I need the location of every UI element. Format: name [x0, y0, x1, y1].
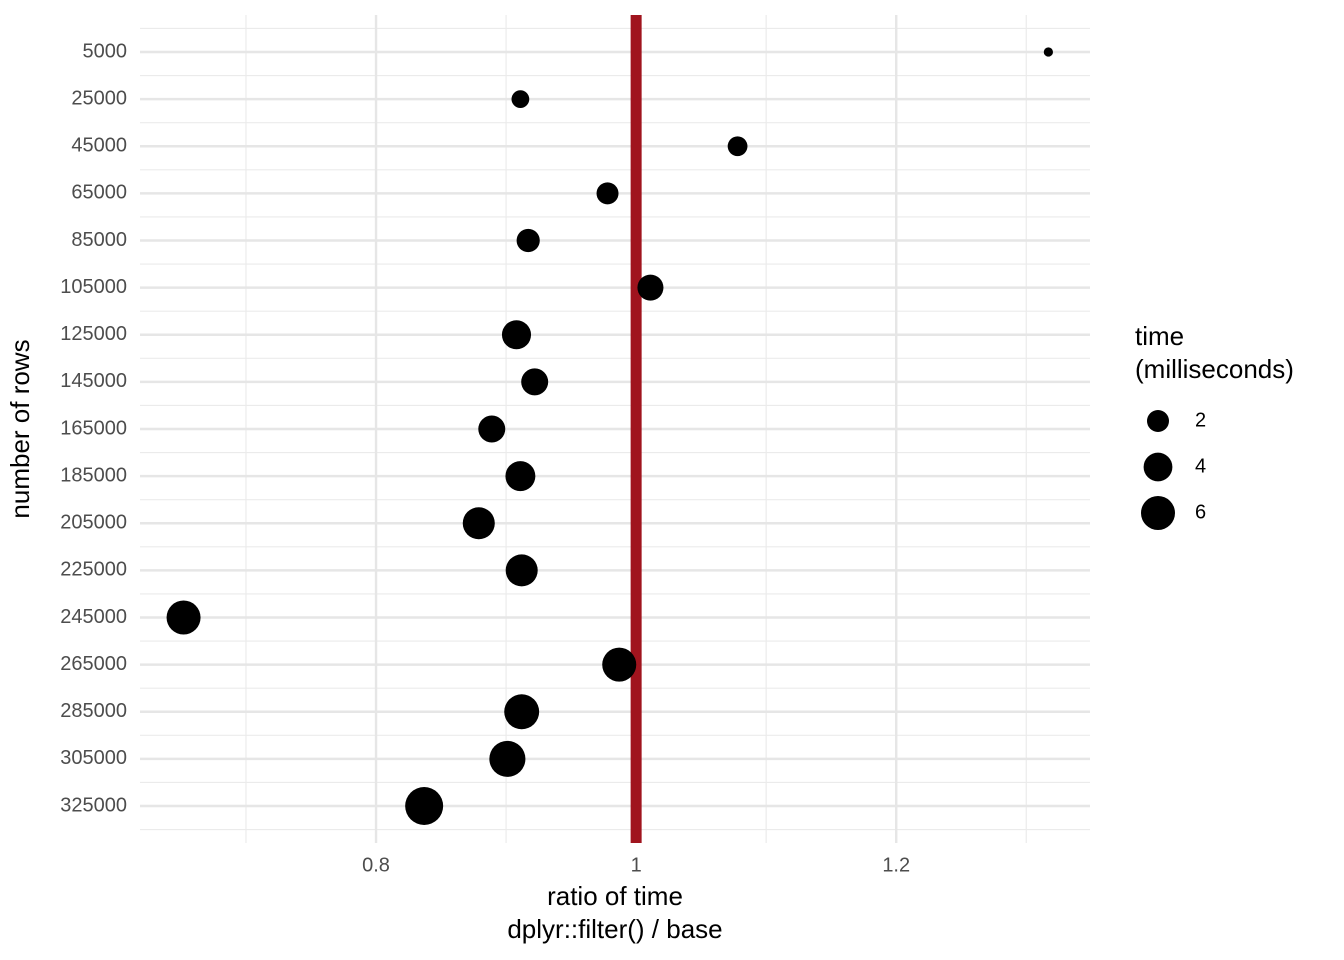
point — [521, 368, 549, 396]
y-tick-label: 225000 — [60, 559, 127, 581]
y-tick-label: 65000 — [71, 182, 127, 204]
legend-key — [1140, 495, 1176, 531]
x-tick-label: 1.2 — [882, 854, 910, 876]
y-tick-label: 25000 — [71, 87, 127, 109]
legend-label: 4 — [1195, 455, 1206, 477]
x-tick-label: 0.8 — [362, 854, 390, 876]
point — [727, 136, 748, 157]
y-tick-label: 5000 — [83, 40, 128, 62]
point — [501, 320, 532, 350]
legend-label: 2 — [1195, 409, 1206, 431]
point — [462, 507, 495, 540]
y-tick-label: 185000 — [60, 464, 127, 486]
point — [596, 182, 619, 205]
y-tick-label: 265000 — [60, 653, 127, 675]
y-tick-label: 145000 — [60, 370, 127, 392]
y-tick-label: 105000 — [60, 276, 127, 298]
point — [478, 415, 506, 443]
legend-title: (milliseconds) — [1135, 354, 1294, 384]
y-tick-label: 305000 — [60, 747, 127, 769]
point — [505, 554, 538, 587]
y-tick-label: 45000 — [71, 135, 127, 157]
legend-key — [1143, 452, 1173, 482]
point — [505, 461, 536, 492]
point — [1043, 47, 1054, 57]
x-tick-label: 1 — [631, 854, 642, 876]
point — [637, 274, 664, 301]
y-tick-label: 245000 — [60, 606, 127, 628]
point — [516, 228, 540, 253]
point — [511, 90, 530, 109]
legend-key — [1146, 409, 1170, 433]
y-tick-label: 165000 — [60, 417, 127, 439]
y-tick-label: 125000 — [60, 323, 127, 345]
point — [166, 600, 201, 635]
y-tick-label: 205000 — [60, 512, 127, 534]
legend-label: 6 — [1195, 501, 1206, 523]
x-axis-title: ratio of time — [547, 881, 683, 911]
point — [489, 740, 526, 777]
point — [405, 787, 444, 825]
y-tick-label: 325000 — [60, 794, 127, 816]
y-tick-label: 285000 — [60, 700, 127, 722]
point — [602, 647, 637, 682]
y-axis-title: number of rows — [5, 339, 35, 518]
point — [504, 694, 540, 730]
y-tick-label: 85000 — [71, 229, 127, 251]
x-axis-title: dplyr::filter() / base — [507, 914, 722, 944]
legend-title: time — [1135, 321, 1184, 351]
